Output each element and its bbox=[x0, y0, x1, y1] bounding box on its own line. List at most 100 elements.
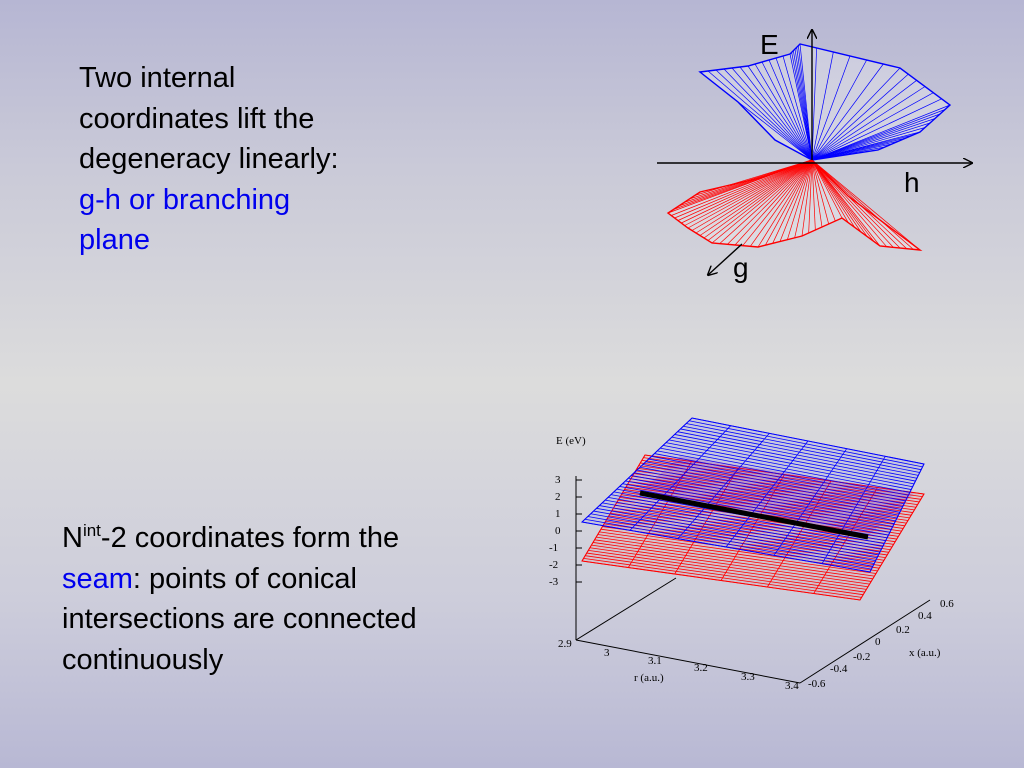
upper-surface-mesh-line bbox=[628, 477, 893, 527]
text-fragment: : points of conical bbox=[132, 562, 357, 595]
lower-cone-mesh-line bbox=[808, 159, 813, 234]
seam-line bbox=[639, 490, 869, 540]
upper-cone-mesh-line bbox=[747, 65, 813, 161]
lower-cone-mesh bbox=[667, 159, 921, 251]
upper-cone-mesh-line bbox=[811, 122, 931, 161]
upper-cone-mesh-line bbox=[799, 43, 813, 161]
lower-cone-mesh-line bbox=[794, 159, 813, 238]
lower-cone-mesh-line bbox=[811, 159, 887, 247]
lower-surface-mesh-line bbox=[643, 457, 923, 498]
upper-surface-mesh-line bbox=[671, 436, 915, 485]
r-tick: 3.3 bbox=[741, 671, 755, 683]
upper-surface-mesh-line bbox=[622, 483, 890, 533]
upper-surface-mesh-line bbox=[648, 458, 903, 508]
upper-cone-mesh-line bbox=[811, 104, 951, 161]
upper-cone-mesh-line bbox=[811, 73, 909, 161]
lower-cone-mesh-line bbox=[765, 159, 813, 246]
upper-surface-mesh-line bbox=[677, 431, 917, 479]
lower-cone-mesh-line bbox=[801, 159, 813, 237]
x-tick: 0.6 bbox=[940, 598, 954, 610]
conical-intersection-figure: E h g bbox=[657, 29, 972, 283]
upper-cone-mesh-line bbox=[811, 86, 926, 161]
text-line: degeneracy linearly: bbox=[79, 143, 339, 175]
upper-cone-mesh-line bbox=[754, 63, 813, 161]
lower-cone-mesh-line bbox=[772, 159, 813, 244]
upper-surface-mesh-line bbox=[619, 486, 889, 536]
upper-cone-mesh-line bbox=[811, 47, 818, 161]
upper-surface-mesh-line bbox=[651, 455, 905, 505]
lower-cone-mesh-line bbox=[677, 159, 813, 221]
upper-surface-mesh-line bbox=[689, 420, 923, 468]
lower-cone-mesh-line bbox=[694, 159, 813, 196]
lower-surface-mesh-line bbox=[588, 550, 867, 590]
lower-surface-mesh-line bbox=[644, 454, 925, 495]
lower-cone-mesh-line bbox=[811, 159, 921, 251]
lower-cone-mesh-line bbox=[711, 159, 813, 244]
upper-surface-mesh-line bbox=[602, 502, 881, 553]
upper-cone-mesh-line bbox=[731, 67, 813, 161]
upper-surface-mesh-line bbox=[639, 466, 899, 516]
upper-cone-mesh-line bbox=[811, 109, 946, 161]
lower-surface-mesh-line bbox=[594, 539, 873, 580]
lower-surface-mesh-line bbox=[596, 536, 875, 577]
upper-cone-mesh-line bbox=[811, 92, 934, 161]
text-fragment: -2 coordinates form the bbox=[100, 522, 400, 554]
lower-cone-mesh-line bbox=[811, 159, 914, 250]
lower-surface-mesh-line bbox=[591, 544, 870, 585]
upper-cone-mesh-line bbox=[715, 69, 813, 161]
z-tick: -1 bbox=[549, 542, 558, 554]
lower-cone-mesh-line bbox=[734, 159, 813, 246]
lower-cone-mesh-line bbox=[811, 159, 874, 242]
upper-surface-mesh-line bbox=[584, 518, 872, 570]
lower-surface-mesh-line bbox=[597, 534, 877, 574]
z-tick: -2 bbox=[549, 559, 558, 571]
x-tick: -0.2 bbox=[853, 651, 870, 663]
upper-surface-mesh-line bbox=[691, 417, 925, 465]
upper-surface-mesh-line bbox=[686, 423, 922, 471]
g-axis-label: g bbox=[733, 252, 749, 283]
upper-cone-mesh-line bbox=[811, 67, 901, 161]
lower-surface-mesh-line bbox=[585, 555, 864, 596]
back-floor-edge bbox=[575, 577, 677, 641]
text-line: coordinates lift the bbox=[79, 102, 315, 135]
branching-plane-description: Two internal coordinates lift the degene… bbox=[79, 58, 419, 261]
lower-cone-mesh-line bbox=[779, 159, 813, 242]
text-line: seam: points of conical bbox=[62, 559, 492, 600]
lower-cone-mesh-line bbox=[695, 159, 813, 234]
z-axis-label: E (eV) bbox=[556, 435, 586, 447]
lower-cone-mesh-line bbox=[811, 159, 862, 233]
upper-cone-mesh-line bbox=[811, 63, 884, 161]
upper-cone-mesh-line bbox=[761, 61, 813, 161]
upper-surface-mesh-line bbox=[654, 453, 906, 502]
e-axis-label: E bbox=[760, 29, 779, 60]
branching-plane-term-end: plane bbox=[79, 224, 150, 256]
upper-cone-mesh bbox=[699, 43, 951, 161]
z-tick: 1 bbox=[555, 508, 561, 520]
lower-surface-mesh-line bbox=[589, 547, 869, 588]
upper-surface-mesh-line bbox=[610, 494, 885, 544]
upper-surface-mesh-line bbox=[674, 434, 916, 482]
upper-cone-mesh-line bbox=[811, 146, 886, 161]
z-tick: 3 bbox=[555, 474, 561, 486]
upper-cone-mesh-line bbox=[707, 70, 813, 161]
r-axis bbox=[575, 639, 801, 684]
h-axis-label: h bbox=[904, 167, 920, 198]
upper-surface-mesh-line bbox=[587, 516, 873, 567]
lower-cone-mesh-line bbox=[811, 159, 843, 219]
upper-surface-mesh-line bbox=[680, 428, 919, 476]
upper-surface-mesh-line bbox=[607, 496, 883, 547]
upper-surface-mesh-line bbox=[662, 444, 910, 493]
upper-cone-mesh-line bbox=[811, 55, 851, 161]
lower-surface-mesh-line bbox=[586, 552, 865, 593]
lower-cone-mesh-line bbox=[750, 159, 813, 247]
x-axis bbox=[799, 599, 931, 684]
lower-cone-mesh-line bbox=[674, 159, 813, 219]
int-superscript: int bbox=[82, 521, 101, 540]
seam-description: Nint-2 coordinates form the seam: points… bbox=[62, 518, 492, 680]
upper-cone-mesh-line bbox=[775, 57, 813, 161]
r-tick: 3.4 bbox=[785, 680, 799, 692]
lower-surface-mesh-line bbox=[592, 542, 872, 582]
lower-cone-mesh-line bbox=[811, 159, 907, 249]
upper-cone-mesh-line bbox=[811, 127, 926, 161]
